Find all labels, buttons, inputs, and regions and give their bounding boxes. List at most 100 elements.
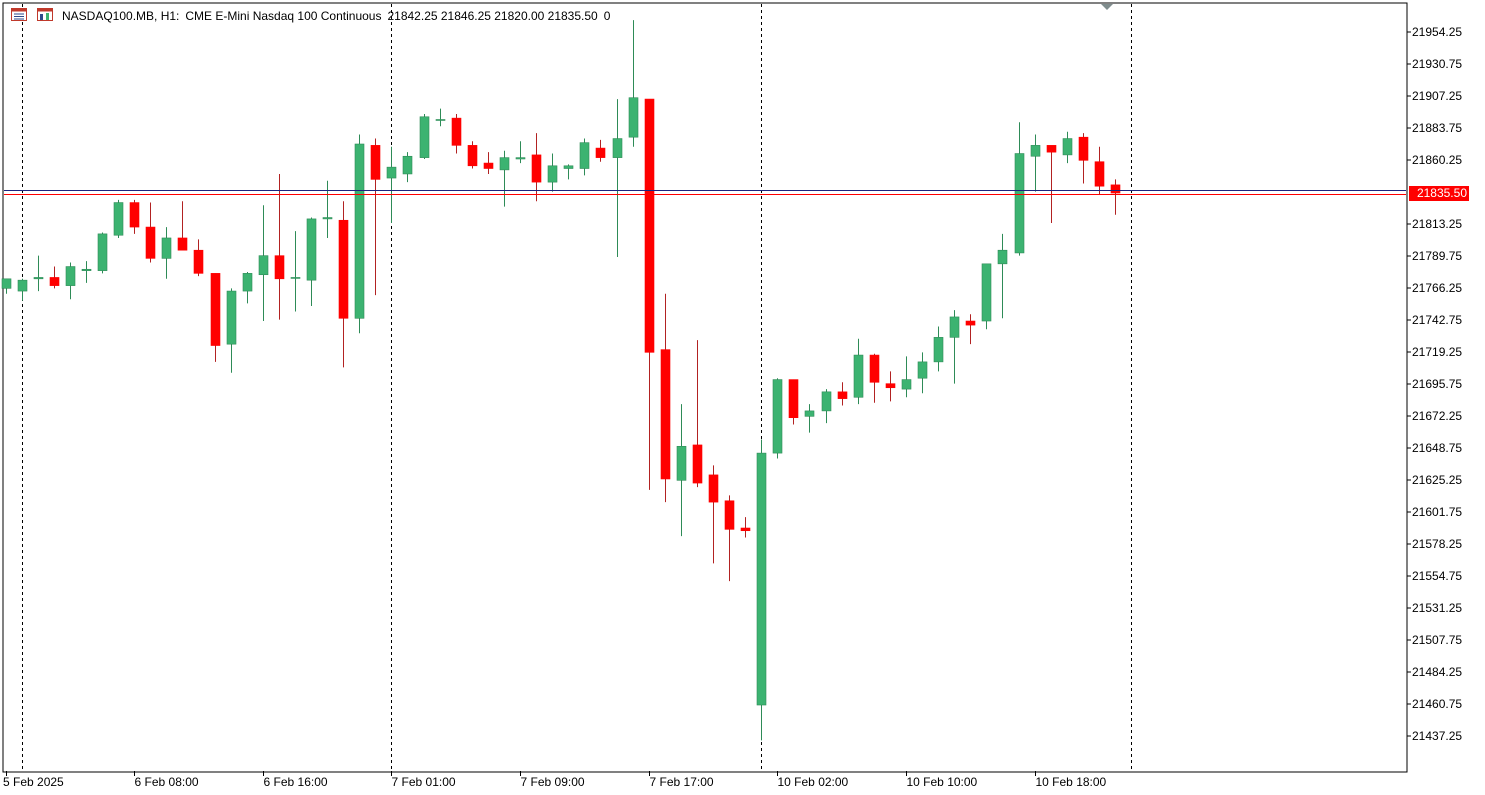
y-tick-label: 21954.25	[1412, 25, 1462, 39]
candle-body	[515, 157, 526, 160]
candle-body	[531, 154, 542, 183]
x-tick-label: 10 Feb 10:00	[907, 775, 978, 789]
y-tick-label: 21601.75	[1412, 505, 1462, 519]
x-tick-label: 6 Feb 16:00	[264, 775, 328, 789]
y-tick-label: 21648.75	[1412, 441, 1462, 455]
candle-body	[901, 379, 912, 390]
candle-body	[290, 277, 301, 279]
candle-body	[1014, 153, 1025, 254]
candle-body	[499, 157, 510, 171]
candle-body	[1, 278, 12, 289]
y-tick-label: 21719.25	[1412, 345, 1462, 359]
x-tick-label: 7 Feb 01:00	[392, 775, 456, 789]
candle-body	[370, 145, 381, 180]
volume-value: 0	[603, 9, 611, 23]
candle-body	[740, 527, 751, 532]
candle-body	[17, 279, 28, 292]
chart-list-icon[interactable]	[11, 8, 27, 21]
candle-body	[354, 143, 365, 319]
candle-body	[210, 273, 221, 346]
x-tick-label: 6 Feb 08:00	[135, 775, 199, 789]
candle-body	[756, 452, 767, 706]
y-tick-label: 21789.75	[1412, 249, 1462, 263]
price-lines	[4, 190, 1406, 195]
candle-body	[306, 218, 317, 281]
candle-body	[97, 233, 108, 271]
y-tick-label: 21883.75	[1412, 121, 1462, 135]
plot-frame	[2, 2, 1408, 773]
day-separators	[22, 4, 1132, 771]
y-tick-label: 21460.75	[1412, 697, 1462, 711]
candle-body	[853, 354, 864, 398]
candle-body	[917, 361, 928, 379]
candle-body	[788, 379, 799, 419]
y-tick-label: 21507.75	[1412, 633, 1462, 647]
candle-body	[386, 166, 397, 179]
candle-body	[676, 445, 687, 481]
y-tick-label: 21930.75	[1412, 57, 1462, 71]
candle-body	[997, 249, 1008, 265]
y-tick-label: 21742.75	[1412, 313, 1462, 327]
y-tick-label: 21554.75	[1412, 569, 1462, 583]
candle-body	[692, 444, 703, 484]
candle-body	[547, 165, 558, 183]
shift-marker-icon[interactable]	[1101, 4, 1113, 10]
candle-body	[965, 320, 976, 326]
x-tick-label: 7 Feb 09:00	[521, 775, 585, 789]
ohlc-values: 21842.25 21846.25 21820.00 21835.50	[387, 9, 598, 23]
candle-body	[579, 142, 590, 169]
candle-body	[772, 379, 783, 454]
candle-body	[322, 217, 333, 220]
candle-body	[885, 383, 896, 389]
candles-group	[1, 20, 1121, 741]
x-tick-label: 5 Feb 2025	[3, 775, 64, 789]
candle-body	[981, 263, 992, 322]
candle-body	[869, 354, 880, 383]
y-tick-label: 21695.75	[1412, 377, 1462, 391]
chart-header: NASDAQ100.MB, H1: CME E-Mini Nasdaq 100 …	[62, 7, 616, 25]
candle-body	[612, 138, 623, 158]
y-tick-label: 21860.25	[1412, 153, 1462, 167]
x-tick-label: 10 Feb 02:00	[778, 775, 849, 789]
candle-body	[644, 98, 655, 353]
candle-body	[1078, 136, 1089, 161]
candle-body	[708, 474, 719, 503]
candle-body	[837, 391, 848, 399]
y-tick-label: 21813.25	[1412, 217, 1462, 231]
candle-body	[628, 97, 639, 138]
candle-body	[65, 266, 76, 286]
y-tick-label: 21578.25	[1412, 537, 1462, 551]
chart-window-icon[interactable]	[37, 8, 53, 21]
candle-body	[129, 202, 140, 228]
candle-body	[595, 147, 606, 158]
candle-body	[1030, 145, 1041, 157]
price-axis: 21954.25 21930.75 21907.25 21883.75 21860.25…	[1407, 25, 1462, 743]
x-tick-label: 7 Feb 17:00	[650, 775, 714, 789]
y-tick-label: 21484.25	[1412, 665, 1462, 679]
candle-body	[81, 268, 92, 271]
candle-body	[1094, 161, 1105, 187]
y-tick-label: 21766.25	[1412, 281, 1462, 295]
candle-body	[33, 277, 44, 280]
candle-body	[563, 165, 574, 169]
candle-body	[145, 226, 156, 259]
candle-body	[1046, 145, 1057, 153]
candle-body	[483, 162, 494, 169]
candle-body	[804, 410, 815, 417]
current-price-tag: 21835.50	[1409, 186, 1469, 201]
candle-body	[467, 145, 478, 167]
symbol-label: NASDAQ100.MB, H1:	[62, 9, 180, 23]
y-tick-label: 21437.25	[1412, 729, 1462, 743]
candle-body	[821, 391, 832, 412]
time-axis: 5 Feb 2025 6 Feb 08:00 6 Feb 16:00 7 Feb 01…	[3, 771, 1107, 789]
candle-body	[419, 116, 430, 158]
x-tick-label: 10 Feb 18:00	[1036, 775, 1107, 789]
candle-body	[949, 316, 960, 338]
candle-body	[242, 273, 253, 292]
candle-body	[258, 255, 269, 276]
y-tick-label: 21625.25	[1412, 473, 1462, 487]
candle-body	[660, 349, 671, 480]
candle-body	[402, 155, 413, 175]
